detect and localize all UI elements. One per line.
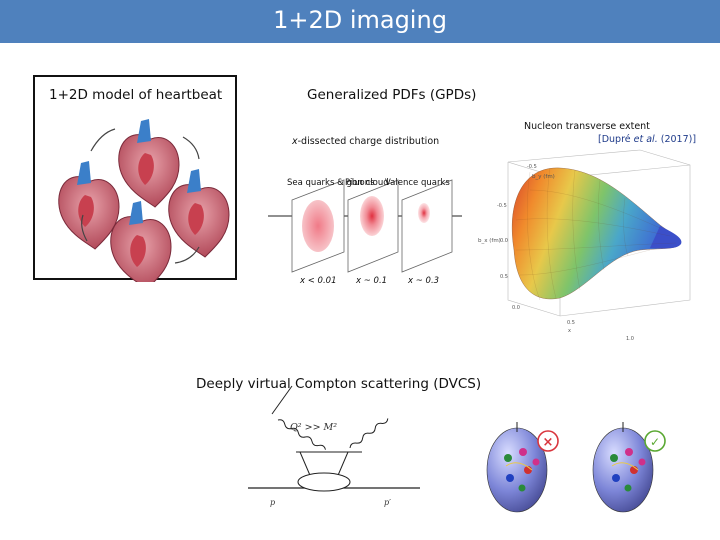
heart-bottom [110, 201, 172, 282]
heart-left [58, 161, 120, 250]
reject-icon: × [543, 435, 554, 450]
tick-4: 0.5 [500, 274, 508, 280]
citation-suffix: (2017)] [657, 134, 697, 145]
axis-label-x: x [568, 328, 571, 334]
tick-7: 1.0 [626, 336, 634, 342]
heartbeat-panel: 1+2D model of heartbeat [33, 75, 237, 282]
x-range-3: x ~ 0.3 [408, 276, 440, 286]
x-range-2: x ~ 0.1 [356, 276, 388, 286]
q2-label: Q² >> M² [290, 422, 337, 433]
virtual-photon-line [277, 419, 326, 450]
surface-mesh [515, 167, 677, 301]
p-prime-label: p′ [384, 498, 391, 507]
title-bar [0, 0, 720, 43]
x-range-1: x < 0.01 [300, 276, 337, 286]
dvcs-title: Deeply virtual Compton scattering (DVCS) [196, 376, 482, 392]
axis-label-bx: b_x (fm) [478, 238, 501, 244]
heart-cycle-illustration [58, 119, 230, 282]
slice-large-x [401, 179, 453, 273]
cycle-arrows [81, 128, 200, 264]
tick-2: -0.5 [527, 164, 537, 170]
distribution-small-x [302, 200, 334, 252]
gpd-subtitle-rest: -dissected charge distribution [297, 136, 440, 147]
distribution-mid-x [360, 196, 384, 236]
reject-badge [537, 430, 559, 452]
gpd-blob [297, 472, 351, 492]
real-photon-line [349, 418, 389, 449]
citation: [Dupré et al. (2017)] [598, 134, 696, 145]
tick-5: 0.0 [512, 305, 520, 311]
heart-right [168, 169, 230, 258]
proton-sphere-accepted [592, 422, 654, 513]
nucleon-title: Nucleon transverse extent [524, 121, 650, 132]
heart-top [118, 119, 180, 208]
axis-label-by: b_y (fm) [532, 174, 555, 180]
tick-3: 0.0 [500, 238, 508, 244]
gpd-title: Generalized PDFs (GPDs) [307, 87, 477, 103]
page-title: 1+2D imaging [273, 6, 447, 34]
sea-quarks-label: Sea quarks & gluons [287, 178, 375, 188]
accept-badge [644, 430, 666, 452]
heartbeat-label: 1+2D model of heartbeat [49, 87, 223, 103]
valence-quarks-label: Valence quarks [385, 178, 450, 188]
lepton-line [271, 385, 293, 415]
proton-sphere-rejected [486, 422, 548, 513]
gpd-subtitle: x-dissected charge distribution [292, 136, 439, 147]
pion-cloud-label: Pion cloud [345, 178, 389, 188]
sea-quarks-text: Sea quarks & gluons [287, 178, 375, 188]
distribution-large-x [418, 203, 430, 223]
nucleon-surface-tip [650, 226, 682, 249]
citation-prefix: [Dupré [598, 134, 634, 145]
citation-italic: et al. [633, 134, 658, 145]
p-label: p [270, 498, 275, 507]
accept-icon: ✓ [650, 435, 660, 449]
tick-1: -0.5 [497, 203, 507, 209]
gpd-subtitle-x: x [292, 136, 298, 147]
tick-6: 0.5 [567, 320, 575, 326]
